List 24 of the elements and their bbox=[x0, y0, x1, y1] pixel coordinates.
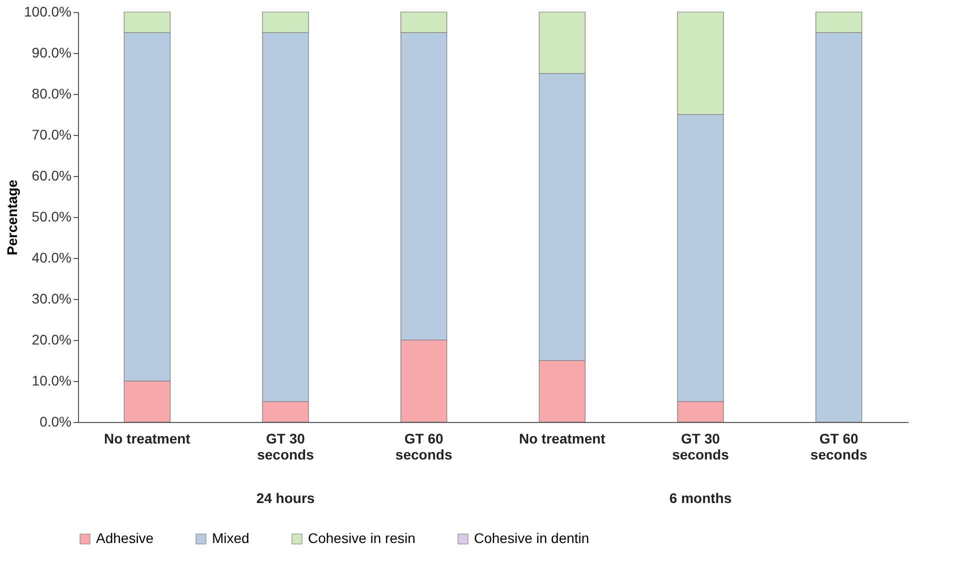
x-tick-label: GT 60 seconds bbox=[395, 430, 452, 462]
x-tick-label: GT 30 seconds bbox=[257, 430, 314, 462]
y-tick-label: 90.0% bbox=[32, 44, 72, 60]
y-tick-label: 50.0% bbox=[32, 208, 72, 224]
text: 24 hours bbox=[256, 490, 315, 506]
y-tick-label: 30.0% bbox=[32, 290, 72, 306]
y-tick-label: 0.0% bbox=[40, 414, 72, 430]
y-tick-label: 100.0% bbox=[24, 4, 72, 20]
legend-label: Cohesive in resin bbox=[308, 530, 416, 546]
x-tick-label: GT 60 seconds bbox=[810, 430, 868, 462]
y-tick-label: 10.0% bbox=[32, 372, 72, 388]
y-tick-label: 70.0% bbox=[32, 126, 72, 142]
legend-label: Cohesive in dentin bbox=[474, 530, 590, 546]
y-axis-title: Percentage bbox=[4, 180, 20, 256]
y-tick-label: 20.0% bbox=[32, 332, 72, 348]
x-tick-label: No treatment bbox=[518, 430, 606, 446]
x-tick-label: GT 30 seconds bbox=[672, 430, 730, 462]
y-tick-label: 40.0% bbox=[32, 250, 72, 266]
text: 6 months bbox=[669, 490, 732, 506]
legend-label: Adhesive bbox=[96, 530, 154, 546]
legend-label: Mixed bbox=[212, 530, 250, 546]
y-tick-label: 80.0% bbox=[32, 86, 72, 102]
y-tick-label: 60.0% bbox=[32, 168, 72, 184]
x-tick-label: No treatment bbox=[104, 430, 191, 446]
